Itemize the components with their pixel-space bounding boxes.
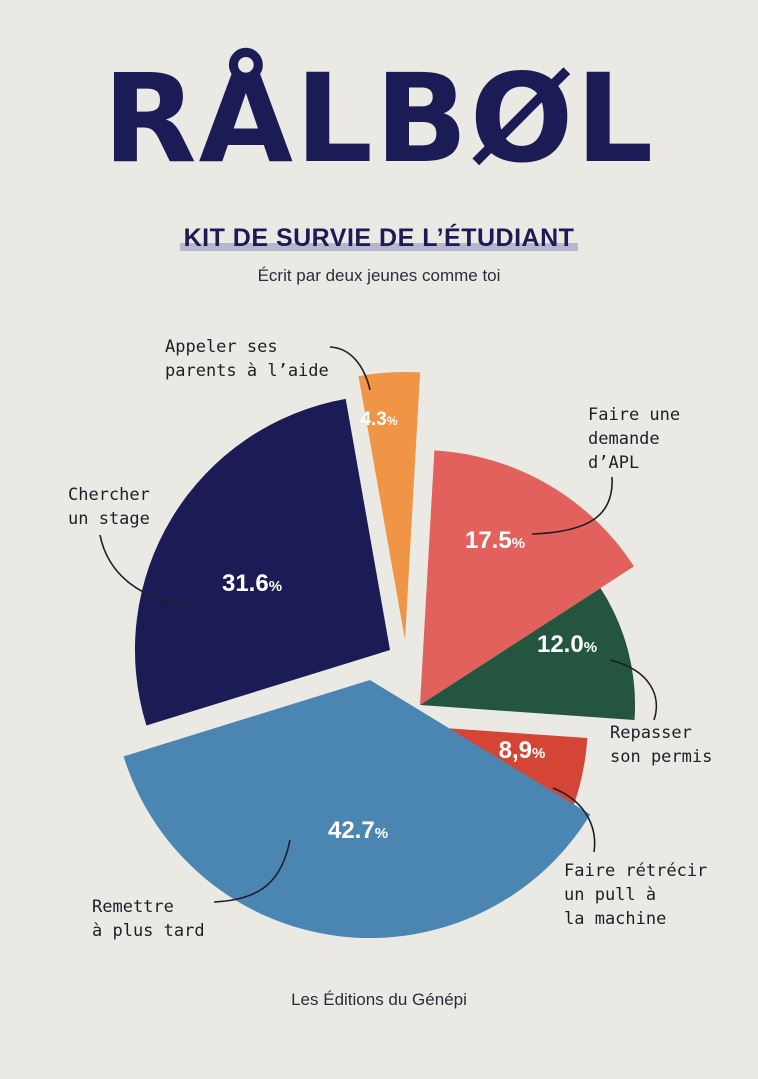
leader-line — [609, 659, 658, 721]
leader-line — [99, 534, 185, 604]
subtitle-wrap: KIT DE SURVIE DE L’ÉTUDIANT — [0, 224, 758, 253]
pie-slice — [123, 680, 591, 939]
slice-label: Appeler ses parents à l’aide — [165, 337, 329, 381]
pie-slices — [123, 371, 636, 939]
leader-line — [531, 476, 613, 535]
slice-label: Remettre à plus tard — [92, 897, 205, 941]
book-subtitle: KIT DE SURVIE DE L’ÉTUDIANT — [179, 224, 579, 253]
pie-slice — [358, 371, 421, 640]
pie-slice — [134, 398, 390, 726]
leader-line — [552, 787, 596, 853]
book-title: RÅLBØL — [102, 48, 656, 190]
pie-slice — [420, 588, 636, 720]
leader-line — [213, 839, 291, 903]
slice-label: Repasser son permis — [610, 723, 712, 767]
slice-label: Chercher un stage — [68, 485, 150, 529]
pie-slice — [420, 450, 634, 705]
leader-lines — [99, 346, 658, 903]
percent-label: 8,9% — [499, 737, 546, 764]
percent-label: 17.5% — [465, 527, 525, 554]
publisher: Les Éditions du Génépi — [291, 990, 467, 1009]
leader-line — [329, 346, 371, 391]
slice-labels: Appeler ses parents à l’aide Faire une dema… — [68, 337, 712, 941]
percent-label: 12.0% — [537, 631, 597, 658]
percent-label: 31.6% — [222, 570, 282, 597]
percent-labels: 4.3% 17.5% 12.0% 8,9% 42.7% 31.6% — [222, 409, 597, 844]
slice-label: Faire rétrécir un pull à la machine — [564, 861, 707, 929]
tagline: Écrit par deux jeunes comme toi — [257, 266, 501, 285]
percent-label: 42.7% — [328, 817, 388, 844]
slice-label: Faire une demande d’APL — [588, 405, 680, 473]
percent-label: 4.3% — [360, 409, 397, 430]
